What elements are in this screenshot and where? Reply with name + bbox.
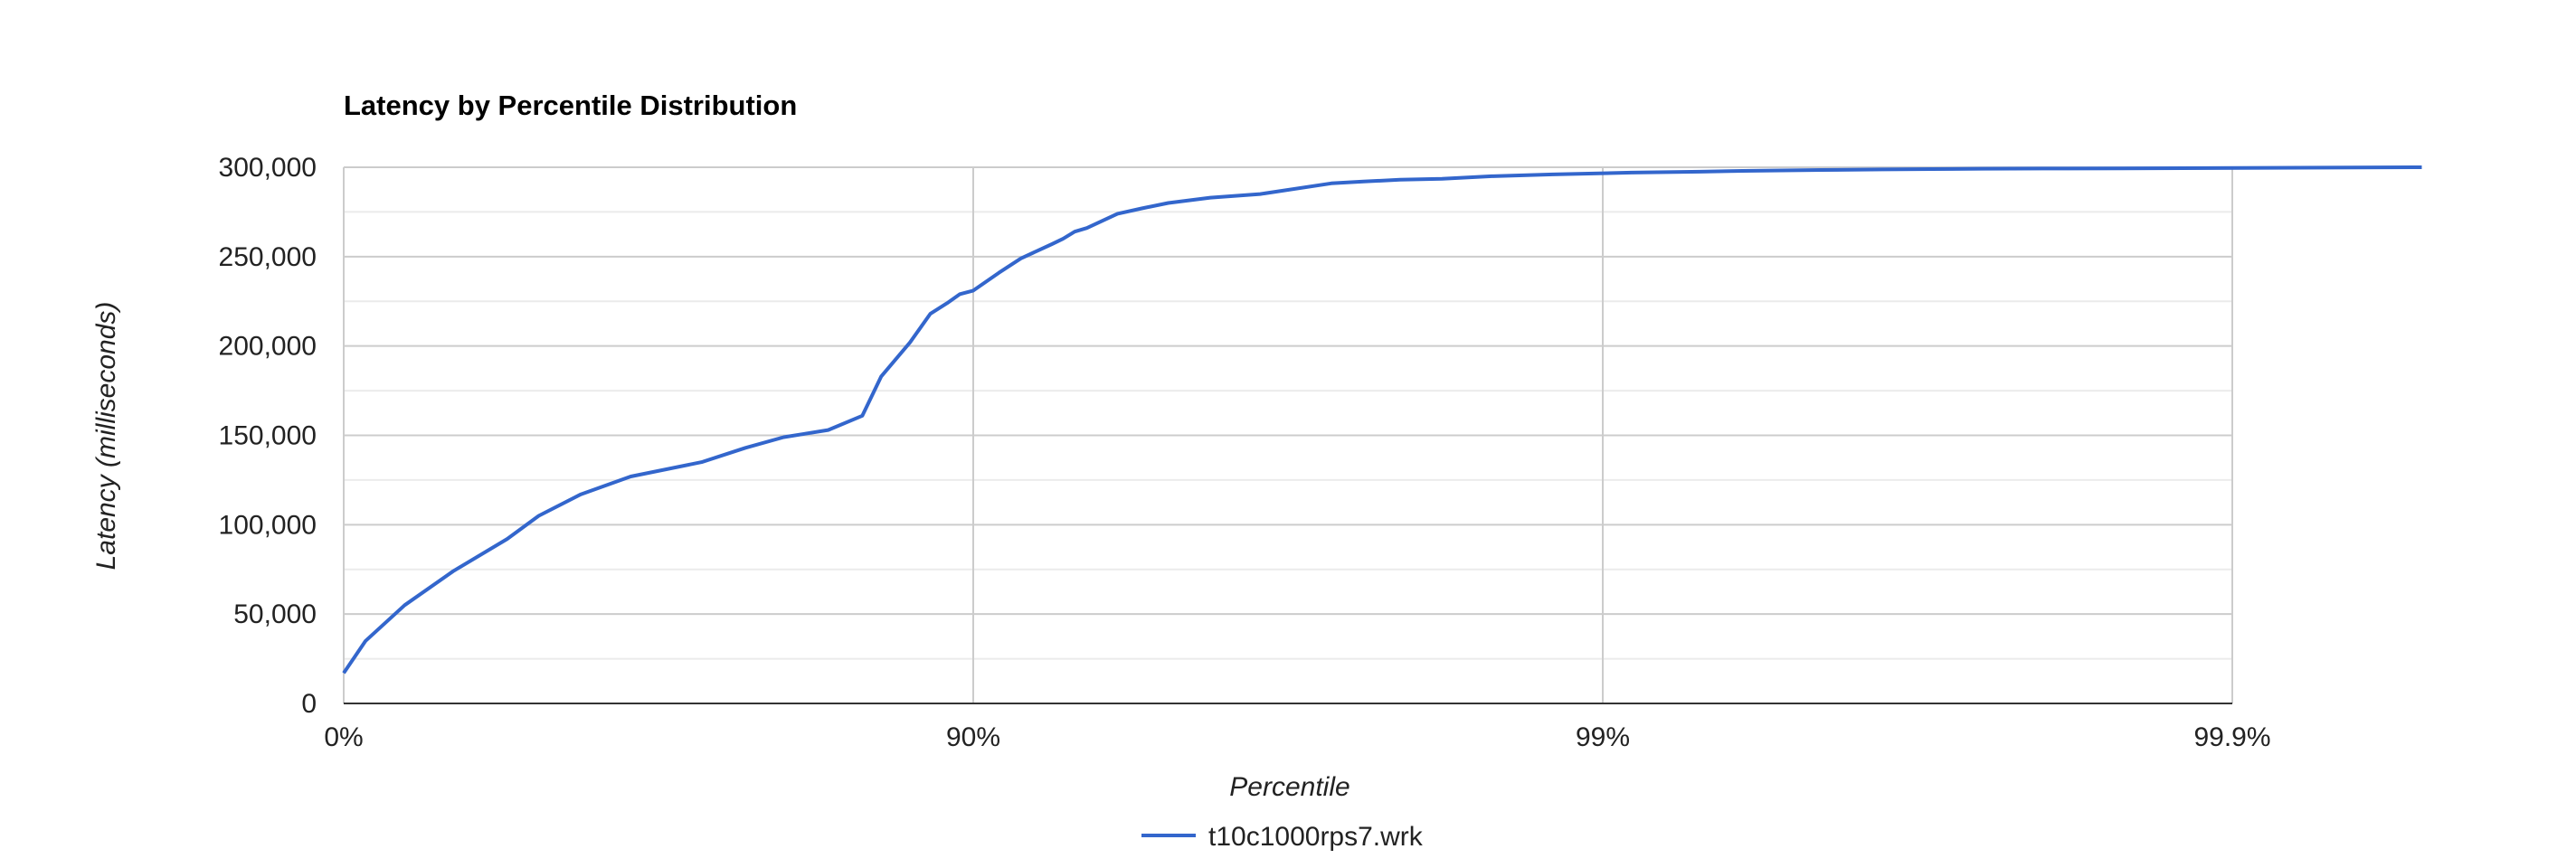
y-tick-label: 250,000	[219, 242, 317, 272]
x-tick-label: 0%	[324, 722, 363, 752]
y-tick-label: 200,000	[219, 332, 317, 362]
x-tick-label: 99.9%	[2193, 722, 2270, 752]
x-axis-title: Percentile	[1229, 772, 1350, 802]
legend[interactable]: t10c1000rps7.wrk	[1141, 822, 1424, 852]
x-tick-label: 99%	[1576, 722, 1630, 752]
y-tick-label: 0	[301, 689, 317, 719]
x-axis-ticks: 0% 90% 99% 99.9%	[324, 722, 2270, 752]
x-tick-label: 90%	[946, 722, 1000, 752]
chart-title: Latency by Percentile Distribution	[344, 90, 797, 121]
y-tick-label: 300,000	[219, 153, 317, 183]
legend-label: t10c1000rps7.wrk	[1208, 822, 1424, 852]
y-tick-label: 150,000	[219, 421, 317, 451]
y-axis-ticks: 0 50,000 100,000 150,000 200,000 250,000 300,0…	[219, 153, 317, 719]
y-tick-label: 100,000	[219, 510, 317, 540]
y-axis-title: Latency (milliseconds)	[91, 302, 121, 571]
y-tick-label: 50,000	[233, 599, 317, 629]
series-line	[342, 165, 2422, 675]
grid	[343, 166, 2233, 703]
